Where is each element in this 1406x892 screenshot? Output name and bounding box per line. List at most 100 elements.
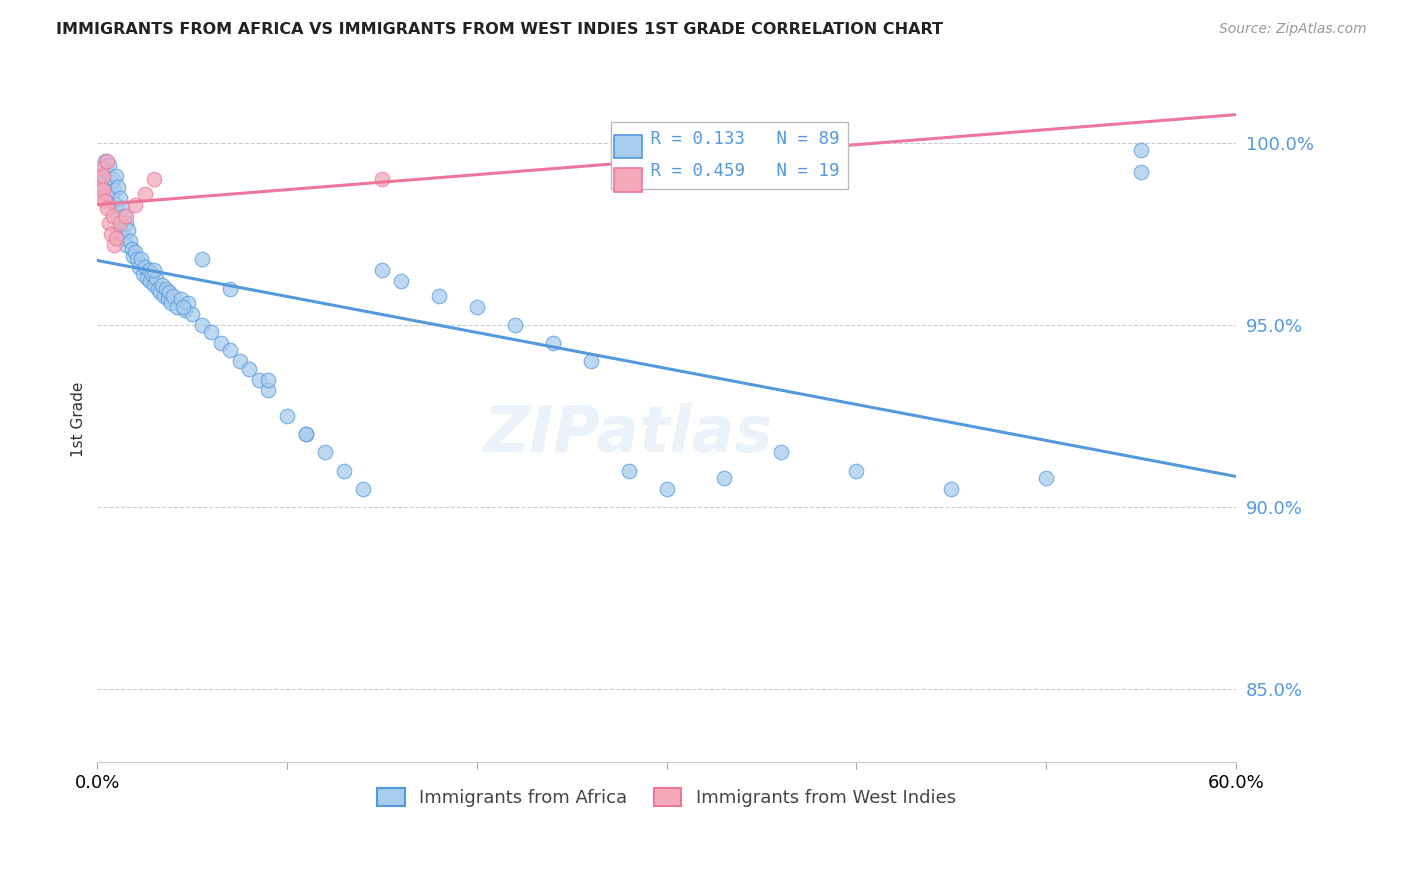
Point bbox=[111, 202, 134, 216]
Point bbox=[91, 161, 114, 176]
Text: ZIPatlas: ZIPatlas bbox=[484, 403, 773, 465]
Point bbox=[114, 216, 136, 230]
Point bbox=[143, 277, 166, 292]
Point bbox=[190, 252, 212, 267]
Point bbox=[166, 300, 188, 314]
Point bbox=[170, 293, 193, 307]
Point bbox=[91, 169, 114, 183]
Point bbox=[941, 482, 963, 496]
Point bbox=[114, 209, 136, 223]
Point bbox=[103, 238, 125, 252]
Point bbox=[117, 223, 139, 237]
Point bbox=[89, 179, 111, 194]
Point bbox=[94, 154, 117, 169]
Point bbox=[465, 300, 488, 314]
Point bbox=[389, 274, 412, 288]
Point bbox=[100, 176, 122, 190]
Point bbox=[162, 289, 184, 303]
Point bbox=[156, 293, 179, 307]
Point bbox=[108, 190, 131, 204]
Point bbox=[101, 194, 124, 209]
Point bbox=[295, 427, 318, 442]
Point bbox=[91, 183, 114, 197]
Point bbox=[105, 169, 128, 183]
Point bbox=[159, 285, 181, 300]
Point bbox=[112, 230, 135, 244]
Point bbox=[238, 361, 260, 376]
Point bbox=[146, 282, 169, 296]
Point bbox=[97, 158, 120, 172]
Point bbox=[333, 464, 356, 478]
Point bbox=[172, 300, 194, 314]
Point bbox=[105, 230, 128, 244]
Point bbox=[101, 172, 124, 186]
Point bbox=[122, 249, 145, 263]
Point bbox=[257, 373, 280, 387]
Point bbox=[107, 212, 129, 227]
Point bbox=[371, 172, 394, 186]
Point bbox=[257, 384, 280, 398]
Point bbox=[371, 263, 394, 277]
Point bbox=[90, 190, 112, 204]
Point bbox=[150, 277, 173, 292]
Point bbox=[139, 274, 162, 288]
Point bbox=[103, 183, 125, 197]
Bar bbox=[613, 169, 643, 192]
Point bbox=[134, 186, 156, 201]
Point bbox=[96, 165, 118, 179]
Point bbox=[228, 354, 250, 368]
Point bbox=[1130, 143, 1153, 157]
Point bbox=[713, 471, 735, 485]
Point bbox=[503, 318, 526, 332]
Text: Source: ZipAtlas.com: Source: ZipAtlas.com bbox=[1219, 22, 1367, 37]
Bar bbox=[613, 135, 643, 158]
Point bbox=[149, 285, 172, 300]
Y-axis label: 1st Grade: 1st Grade bbox=[72, 382, 86, 458]
Point bbox=[247, 373, 270, 387]
Point bbox=[108, 216, 131, 230]
Point bbox=[143, 263, 166, 277]
Point bbox=[97, 216, 120, 230]
Point bbox=[200, 325, 222, 339]
Point bbox=[121, 242, 143, 256]
Point bbox=[129, 252, 152, 267]
Point bbox=[295, 427, 318, 442]
Point bbox=[190, 318, 212, 332]
Point bbox=[112, 209, 135, 223]
Point bbox=[579, 354, 602, 368]
Point bbox=[219, 343, 242, 358]
Point bbox=[769, 445, 792, 459]
Point bbox=[134, 260, 156, 274]
Text: IMMIGRANTS FROM AFRICA VS IMMIGRANTS FROM WEST INDIES 1ST GRADE CORRELATION CHAR: IMMIGRANTS FROM AFRICA VS IMMIGRANTS FRO… bbox=[56, 22, 943, 37]
Point bbox=[94, 172, 117, 186]
Point bbox=[91, 179, 114, 194]
Point bbox=[845, 464, 868, 478]
Point bbox=[90, 169, 112, 183]
Point bbox=[177, 296, 200, 310]
Point bbox=[1130, 165, 1153, 179]
Point bbox=[155, 282, 177, 296]
Point bbox=[352, 482, 374, 496]
Point bbox=[94, 194, 117, 209]
Point bbox=[96, 154, 118, 169]
Point bbox=[427, 289, 450, 303]
Legend: Immigrants from Africa, Immigrants from West Indies: Immigrants from Africa, Immigrants from … bbox=[370, 780, 963, 814]
Point bbox=[209, 336, 232, 351]
Point bbox=[90, 161, 112, 176]
Point bbox=[124, 245, 146, 260]
Point bbox=[111, 227, 134, 241]
Point bbox=[173, 303, 195, 318]
Point bbox=[1035, 471, 1057, 485]
Point bbox=[314, 445, 336, 459]
Point bbox=[617, 464, 640, 478]
Point bbox=[100, 227, 122, 241]
Point bbox=[655, 482, 678, 496]
Point bbox=[145, 270, 167, 285]
Point bbox=[181, 307, 204, 321]
Point bbox=[141, 267, 163, 281]
Point bbox=[105, 198, 128, 212]
Point bbox=[107, 179, 129, 194]
Point bbox=[96, 186, 118, 201]
Point bbox=[143, 172, 166, 186]
Point bbox=[152, 289, 174, 303]
